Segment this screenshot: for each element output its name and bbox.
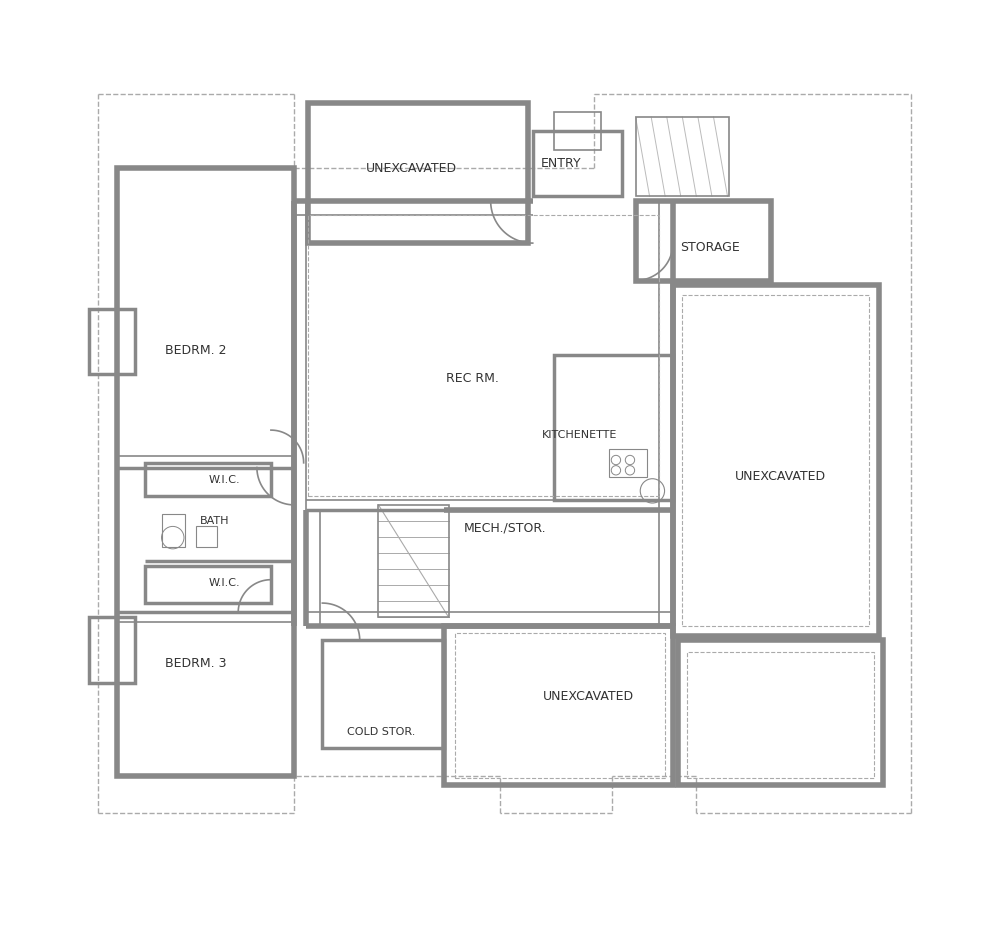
Bar <box>682 295 869 626</box>
Bar <box>117 168 294 776</box>
Bar <box>145 463 271 496</box>
Text: REC RM.: REC RM. <box>446 372 498 385</box>
Text: UNEXCAVATED: UNEXCAVATED <box>366 162 457 175</box>
Bar <box>609 449 647 477</box>
Bar <box>687 652 874 778</box>
Bar <box>378 505 449 617</box>
Text: UNEXCAVATED: UNEXCAVATED <box>543 690 634 703</box>
Bar <box>678 640 883 785</box>
Text: MECH./STOR.: MECH./STOR. <box>463 522 546 535</box>
Text: W.I.C.: W.I.C. <box>208 475 240 484</box>
Bar <box>308 215 659 496</box>
Bar <box>89 617 135 683</box>
Bar <box>89 309 135 374</box>
Text: KITCHENETTE: KITCHENETTE <box>542 430 617 439</box>
Bar <box>533 131 622 196</box>
Text: BEDRM. 3: BEDRM. 3 <box>165 657 227 670</box>
Bar <box>444 626 673 785</box>
Text: COLD STOR.: COLD STOR. <box>347 727 415 737</box>
Bar <box>636 201 771 280</box>
Bar <box>636 117 729 196</box>
Text: STORAGE: STORAGE <box>680 241 740 254</box>
Bar <box>145 566 271 603</box>
Text: W.I.C.: W.I.C. <box>208 579 240 588</box>
Bar <box>554 355 673 500</box>
Bar <box>308 103 528 243</box>
Bar <box>673 285 879 636</box>
Text: ENTRY: ENTRY <box>540 157 581 170</box>
Bar <box>196 526 217 547</box>
Bar <box>554 112 601 150</box>
Bar <box>322 640 444 748</box>
Bar <box>455 633 665 778</box>
Text: UNEXCAVATED: UNEXCAVATED <box>735 470 826 483</box>
Text: BEDRM. 2: BEDRM. 2 <box>165 344 227 357</box>
Bar <box>162 514 185 547</box>
Text: BATH: BATH <box>200 516 230 525</box>
